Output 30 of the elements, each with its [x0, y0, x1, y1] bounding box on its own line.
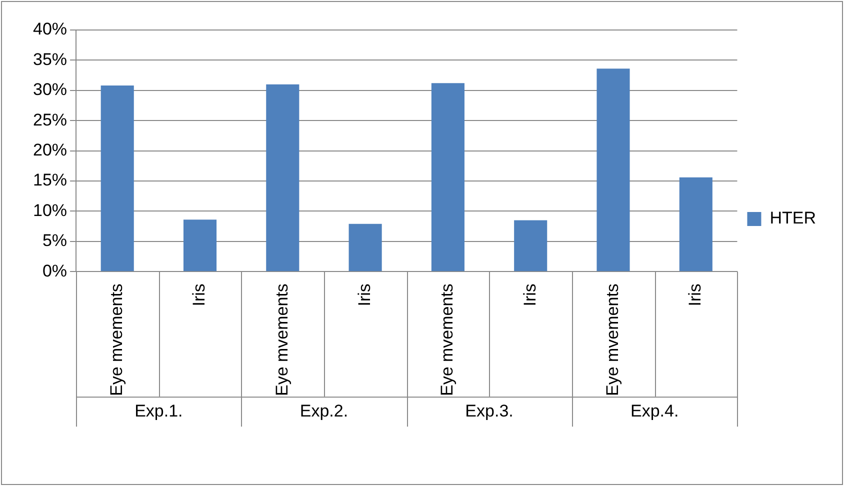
bar [100, 86, 134, 272]
bar [596, 68, 630, 272]
bar [266, 84, 300, 272]
y-tick-label: 30% [32, 80, 68, 100]
x-tick-label: Iris [686, 284, 705, 306]
y-tick-label: 40% [32, 20, 68, 39]
text: Exp.3. [465, 401, 514, 420]
y-tick-label: 0% [42, 261, 68, 280]
x-tick-label: Eye mvements [272, 284, 292, 396]
y-tick-label: 25% [32, 110, 68, 130]
bar [183, 220, 217, 272]
x-tick-label: Eye mvements [602, 284, 622, 396]
text: Exp.4. [630, 401, 679, 420]
x-tick-label: Eye mvements [438, 284, 457, 396]
text: Exp.1. [134, 401, 183, 420]
x-tick-label: Iris [190, 284, 209, 306]
y-tick-label: 5% [42, 231, 68, 250]
x-tick-label: Eye mvements [107, 284, 126, 396]
y-tick-label: 20% [32, 140, 68, 160]
y-tick-label: 10% [32, 200, 68, 220]
y-tick-label: 15% [32, 170, 68, 190]
bar [679, 177, 712, 272]
bar [431, 83, 464, 272]
bar [514, 220, 548, 272]
text: Exp.2. [300, 401, 348, 420]
legend-label: HTER [770, 208, 816, 228]
x-tick-label: Iris [354, 284, 374, 306]
x-tick-label: Iris [520, 284, 540, 306]
bar [348, 224, 382, 272]
y-tick-label: 35% [32, 50, 68, 69]
